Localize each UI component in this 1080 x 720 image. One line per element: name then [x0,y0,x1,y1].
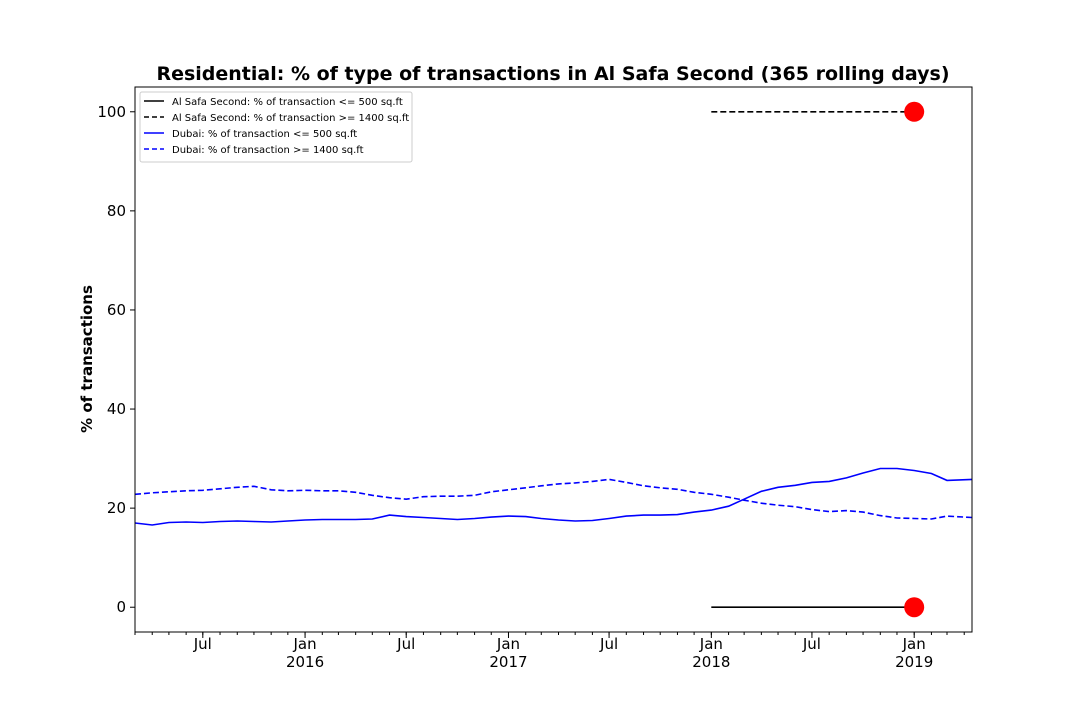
x-tick-label: Jan [293,635,317,653]
x-tick-year-label: 2019 [895,653,933,671]
x-tick-label: Jan [699,635,723,653]
x-tick-year-label: 2016 [286,653,324,671]
y-tick-label: 80 [107,202,126,220]
y-tick-label: 0 [116,598,126,616]
series-line-4 [134,478,973,520]
x-tick-label: Jul [599,635,618,653]
y-tick-label: 100 [97,103,126,121]
legend-label: Dubai: % of transaction >= 1400 sq.ft [172,145,364,156]
y-tick-label: 20 [107,499,126,517]
plot-series [134,101,973,618]
chart-title: Residential: % of type of transactions i… [156,63,949,85]
legend-label: Dubai: % of transaction <= 500 sq.ft [172,129,357,140]
x-tick-label: Jan [902,635,926,653]
x-tick-label: Jul [193,635,212,653]
series-line-3 [134,467,973,526]
series-end-marker-2 [904,101,925,122]
series-end-marker-1 [904,597,925,618]
x-tick-year-label: 2018 [692,653,730,671]
x-tick-label: Jan [496,635,520,653]
y-axis-label: % of transactions [78,285,96,433]
legend: Al Safa Second: % of transaction <= 500 … [139,91,413,163]
y-tick-label: 60 [107,301,126,319]
x-tick-label: Jul [396,635,415,653]
legend-label: Al Safa Second: % of transaction <= 500 … [172,97,403,108]
legend-box [139,91,413,163]
plot-frame [134,86,973,633]
x-tick-label: Jul [802,635,821,653]
x-tick-year-label: 2017 [489,653,527,671]
y-tick-label: 40 [107,400,126,418]
legend-label: Al Safa Second: % of transaction >= 1400… [172,113,409,124]
y-axis: 0 20 40 60 80 100 [97,103,135,616]
